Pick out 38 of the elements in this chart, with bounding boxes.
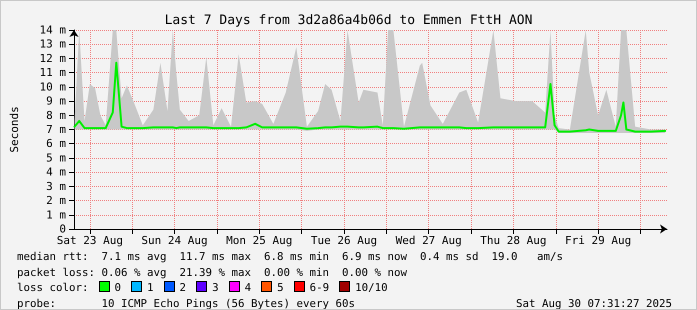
- y-tick-label: 12 m: [40, 52, 66, 65]
- text: 10/10: [355, 281, 388, 294]
- text: 5: [277, 281, 284, 294]
- y-tick-label: 6 m: [46, 137, 66, 150]
- x-tick-label: Fri 29 Aug: [564, 234, 632, 247]
- x-tick-label: Tue 26 Aug: [310, 234, 378, 247]
- y-tick-label: 4 m: [46, 166, 66, 179]
- text: 0: [114, 281, 122, 294]
- text: probe: 10 ICMP Echo Pings (56 Bytes) every 60s: [17, 296, 356, 310]
- text: median rtt: 7.1 ms avg 11.7 ms max 6.8 ms min 6.9 ms now 0.4 ms sd 19.0 am/s: [17, 250, 564, 263]
- y-tick-label: 9 m: [46, 94, 66, 108]
- y-tick-label: 1 m: [46, 208, 66, 222]
- text: loss color:: [17, 281, 89, 294]
- y-tick-label: 11 m: [40, 66, 66, 80]
- y-tick-label: 0: [59, 222, 66, 236]
- text: 3: [212, 281, 219, 294]
- text: 2: [180, 281, 186, 294]
- chart-title: Last 7 Days from 3d2a86a4b06d to Emmen FttH AON: [164, 13, 532, 28]
- x-tick-label: Thu 28 Aug: [480, 234, 547, 247]
- text: 1: [147, 281, 154, 294]
- text: 4: [244, 281, 252, 294]
- x-tick-label: Sun 24 Aug: [141, 234, 208, 247]
- y-tick-label: 3 m: [46, 180, 66, 193]
- line-series: [74, 62, 666, 133]
- y-tick-label: 2 m: [46, 194, 66, 208]
- y-tick-label: 7 m: [46, 123, 66, 136]
- text: 6-9: [310, 281, 330, 294]
- y-axis-title: Seconds: [8, 106, 21, 153]
- y-tick-label: 10 m: [40, 80, 66, 94]
- y-tick-label: 14 m: [40, 24, 66, 36]
- x-tick-label: Mon 25 Aug: [226, 234, 292, 247]
- y-tick-label: 8 m: [46, 108, 66, 122]
- x-tick-label: Wed 27 Aug: [396, 234, 462, 247]
- x-tick-label: Sat 23 Aug: [56, 234, 123, 247]
- y-tick-label: 5 m: [46, 151, 66, 164]
- text: packet loss: 0.06 % avg 21.39 % max 0.00 % min 0.00 % now: [17, 266, 408, 278]
- text: Sat Aug 30 07:31:27 2025: [516, 296, 672, 310]
- y-tick-label: 13 m: [40, 38, 66, 51]
